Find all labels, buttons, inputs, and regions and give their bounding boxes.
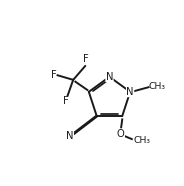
Text: CH₃: CH₃	[133, 136, 150, 145]
Text: O: O	[117, 129, 125, 139]
Text: N: N	[126, 87, 134, 97]
Text: CH₃: CH₃	[149, 82, 166, 91]
Text: N: N	[66, 131, 74, 141]
Text: F: F	[63, 96, 69, 106]
Text: F: F	[51, 70, 57, 80]
Text: N: N	[106, 72, 113, 82]
Text: F: F	[83, 54, 88, 64]
